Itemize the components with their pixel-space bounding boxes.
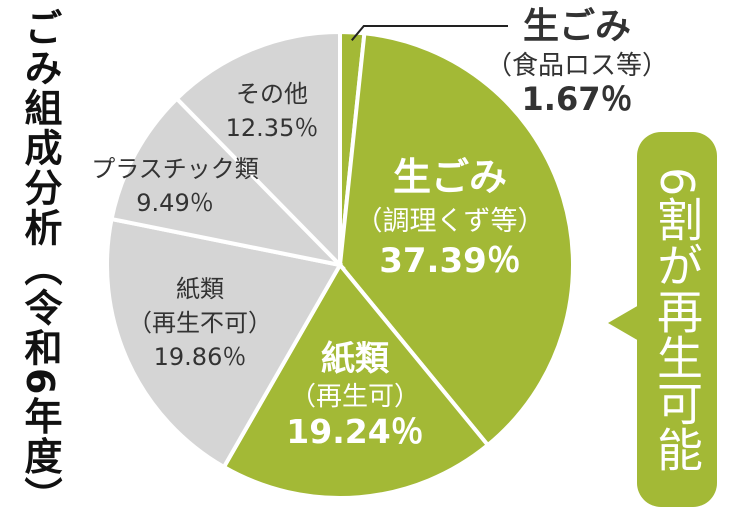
slice-label: プラスチック類 — [91, 155, 259, 183]
leader-line — [351, 25, 508, 41]
slice-sublabel: （再生可） — [290, 382, 420, 412]
slice-label: 紙類 — [321, 339, 390, 379]
slice-value-label: 1.67％ — [522, 80, 633, 118]
slice-label: 紙類 — [176, 275, 224, 303]
slice-label: 生ごみ — [523, 6, 631, 47]
pie-slice — [109, 95, 346, 269]
pie-slice — [173, 29, 342, 270]
slice-label: その他 — [236, 80, 308, 108]
slice-value-label: 9.49％ — [136, 189, 213, 217]
chart-title: ごみ組成分析（令和6年度） — [18, 8, 62, 517]
slice-sublabel: （食品ロス等） — [486, 51, 668, 81]
slice-sublabel: （再生不可） — [128, 309, 272, 337]
slice-value-label: 37.39％ — [379, 241, 521, 281]
pie-slice — [105, 216, 344, 470]
callout-pointer — [608, 305, 639, 341]
callout-box — [637, 132, 717, 507]
slice-sublabel: （調理くず等） — [356, 206, 545, 237]
slice-value-label: 19.86％ — [154, 343, 247, 371]
slice-value-label: 19.24％ — [286, 412, 423, 451]
slice-label: 生ごみ — [393, 155, 507, 199]
slice-value-label: 12.35％ — [226, 114, 319, 142]
pie-slice — [221, 261, 491, 500]
callout-text: 6割が再生可能 — [650, 167, 704, 473]
pie-slice — [337, 31, 575, 448]
